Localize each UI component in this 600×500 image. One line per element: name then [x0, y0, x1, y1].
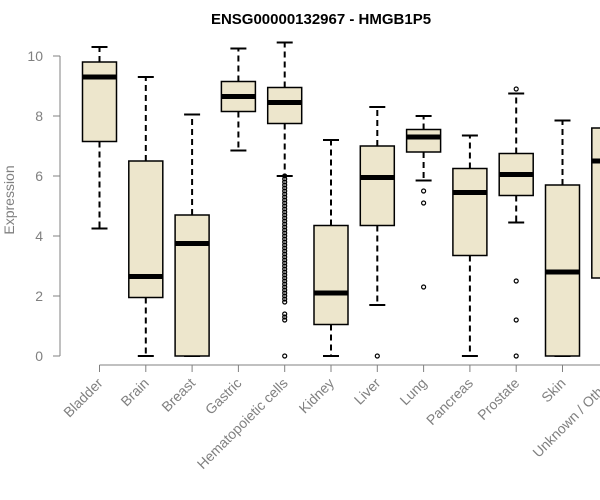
outlier-point — [282, 227, 288, 233]
outlier-point — [282, 299, 288, 305]
outlier-point — [282, 245, 288, 251]
outlier-point — [421, 188, 427, 194]
outlier-point — [513, 278, 519, 284]
x-tick-label: Hematopoietic cells — [194, 375, 291, 472]
outlier-point — [282, 254, 288, 260]
outlier-point — [282, 185, 288, 191]
outlier-point — [282, 293, 288, 299]
outlier-point — [282, 278, 288, 284]
iqr-box — [313, 224, 349, 326]
iqr-box — [359, 145, 396, 227]
x-tick-label: Liver — [351, 375, 384, 408]
x-tick-label: Gastric — [202, 375, 245, 418]
outlier-point — [282, 218, 288, 224]
y-tick-label: 0 — [35, 348, 43, 364]
box-breast — [174, 113, 210, 357]
iqr-box — [266, 86, 303, 125]
y-tick-label: 6 — [35, 168, 43, 184]
outlier-point — [282, 266, 288, 272]
outlier-point — [282, 173, 288, 179]
outlier-point — [282, 221, 288, 227]
outlier-point — [282, 197, 288, 203]
outlier-point — [513, 317, 519, 323]
outlier-point — [282, 206, 288, 212]
outlier-point — [282, 215, 288, 221]
x-tick-label: Breast — [158, 375, 198, 415]
y-tick-label: 10 — [27, 48, 43, 64]
outlier-point — [282, 191, 288, 197]
outlier-point — [282, 182, 288, 188]
outlier-point — [282, 317, 288, 323]
outlier-point — [282, 257, 288, 263]
box-hematopoietic-cells — [266, 41, 303, 359]
outlier-point — [282, 224, 288, 230]
y-axis: 0 2 4 6 8 10 — [27, 48, 61, 364]
outlier-point — [282, 236, 288, 242]
outlier-point — [282, 179, 288, 185]
x-tick-label: Lung — [396, 375, 429, 408]
box-pancreas — [452, 134, 488, 357]
x-tick-label: Kidney — [296, 375, 338, 417]
outlier-point — [282, 353, 288, 359]
outlier-point — [282, 272, 288, 278]
outlier-point — [282, 311, 288, 317]
box-prostate — [498, 86, 534, 359]
box-liver — [359, 106, 396, 359]
y-axis-label: Expression — [1, 165, 17, 234]
box-kidney — [313, 139, 349, 357]
outlier-point — [282, 269, 288, 275]
box-bladder — [81, 46, 118, 230]
outlier-point — [282, 242, 288, 248]
y-tick-label: 4 — [35, 228, 43, 244]
outlier-point — [282, 188, 288, 194]
outlier-point — [282, 263, 288, 269]
outlier-point — [282, 251, 288, 257]
x-tick-label: Skin — [538, 375, 569, 406]
y-tick-label: 2 — [35, 288, 43, 304]
outlier-point — [282, 287, 288, 293]
box-gastric — [220, 47, 257, 152]
box-unknown-other — [591, 127, 600, 279]
outlier-point — [282, 281, 288, 287]
outlier-point — [282, 260, 288, 266]
outlier-point — [374, 353, 380, 359]
iqr-box — [174, 214, 210, 357]
iqr-box — [452, 167, 488, 257]
box-lung — [405, 115, 442, 290]
outlier-point — [282, 314, 288, 320]
outlier-point — [282, 296, 288, 302]
outlier-point — [282, 176, 288, 182]
box-skin — [544, 119, 581, 357]
outlier-point — [513, 353, 519, 359]
outlier-point — [421, 284, 427, 290]
outlier-point — [421, 200, 427, 206]
x-tick-label: Bladder — [60, 375, 106, 421]
outlier-point — [513, 86, 519, 92]
y-tick-label: 8 — [35, 108, 43, 124]
outlier-point — [282, 284, 288, 290]
x-tick-label: Pancreas — [423, 375, 476, 428]
iqr-box — [81, 61, 118, 143]
iqr-box — [591, 127, 600, 279]
iqr-box — [405, 128, 442, 153]
outlier-point — [282, 230, 288, 236]
boxes-group — [81, 41, 600, 359]
outlier-point — [282, 203, 288, 209]
chart-title: ENSG00000132967 - HMGB1P5 — [211, 11, 431, 28]
outlier-point — [282, 194, 288, 200]
x-tick-label: Brain — [117, 375, 151, 409]
outlier-point — [282, 212, 288, 218]
outlier-point — [282, 233, 288, 239]
x-tick-label: Prostate — [474, 375, 522, 423]
outlier-point — [282, 275, 288, 281]
outlier-point — [282, 248, 288, 254]
outlier-point — [282, 290, 288, 296]
outlier-point — [282, 239, 288, 245]
outlier-point — [282, 209, 288, 215]
outlier-point — [282, 200, 288, 206]
box-brain — [128, 76, 164, 357]
